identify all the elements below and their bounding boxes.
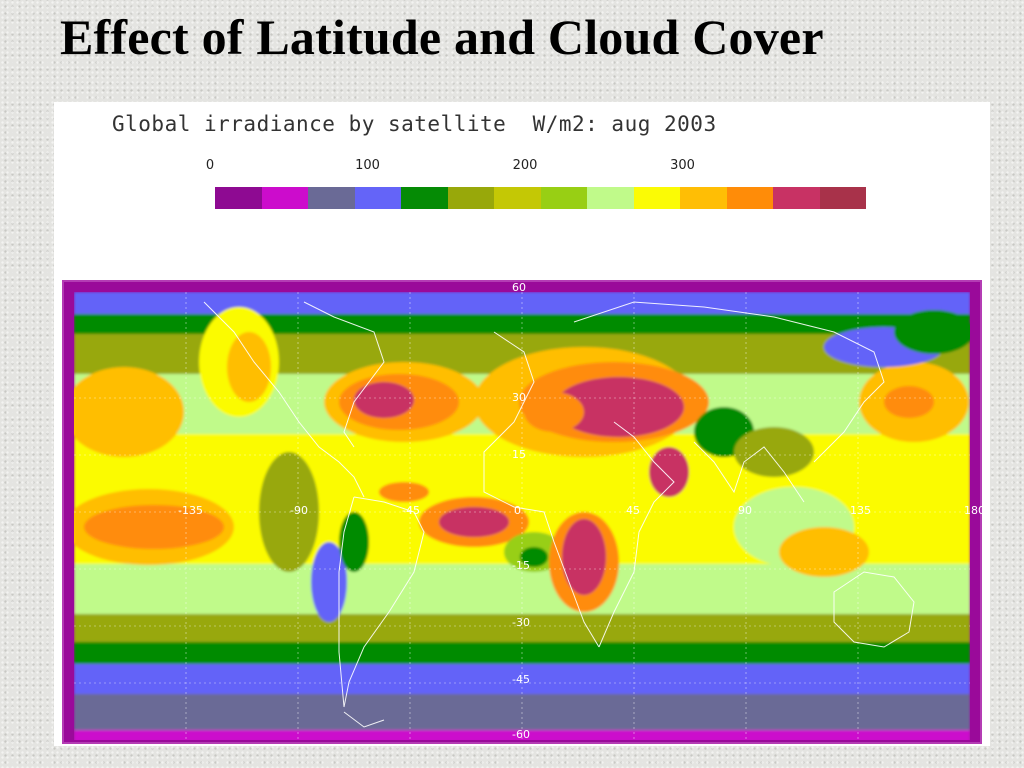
colorbar-swatch [680,187,727,209]
colorbar-swatch [819,187,866,209]
colorbar-swatch [447,187,494,209]
latitude-label: -45 [512,673,530,686]
colorbar-swatch [494,187,541,209]
colorbar-tick-label: 300 [670,158,695,173]
colorbar-tick-label: 100 [355,158,380,173]
longitude-label: 90 [738,504,752,517]
colorbar-swatch [401,187,448,209]
longitude-label: -135 [178,504,203,517]
longitude-label: -45 [402,504,420,517]
colorbar-swatch [354,187,401,209]
colorbar-swatch [261,187,308,209]
latitude-label: -15 [512,559,530,572]
longitude-label: -90 [290,504,308,517]
latitude-label: 30 [512,391,526,404]
colorbar [215,187,866,209]
colorbar-tick-label: 0 [205,158,215,173]
irradiance-figure: Global irradiance by satellite W/m2: aug… [54,102,990,746]
colorbar-swatch [633,187,680,209]
colorbar-swatch [726,187,773,209]
slide-title: Effect of Latitude and Cloud Cover [60,9,824,65]
latitude-label: -30 [512,616,530,629]
longitude-label: 180 [964,504,985,517]
colorbar-swatch [308,187,355,209]
latitude-label: -60 [512,728,530,741]
colorbar-swatch [215,187,262,209]
colorbar-swatch [587,187,634,209]
longitude-label: 0 [514,504,521,517]
latitude-label: 60 [512,281,526,294]
longitude-label: 45 [626,504,640,517]
irradiance-map: -135 -90 -45 0 45 90 135 180 60 30 15 -15 -30 -45 -60 [74,281,985,741]
colorbar-swatch [540,187,587,209]
latitude-label: 15 [512,448,526,461]
longitude-label: 135 [850,504,871,517]
figure-title: Global irradiance by satellite W/m2: aug… [112,112,717,136]
colorbar-swatch [773,187,820,209]
colorbar-tick-label: 200 [512,158,538,173]
